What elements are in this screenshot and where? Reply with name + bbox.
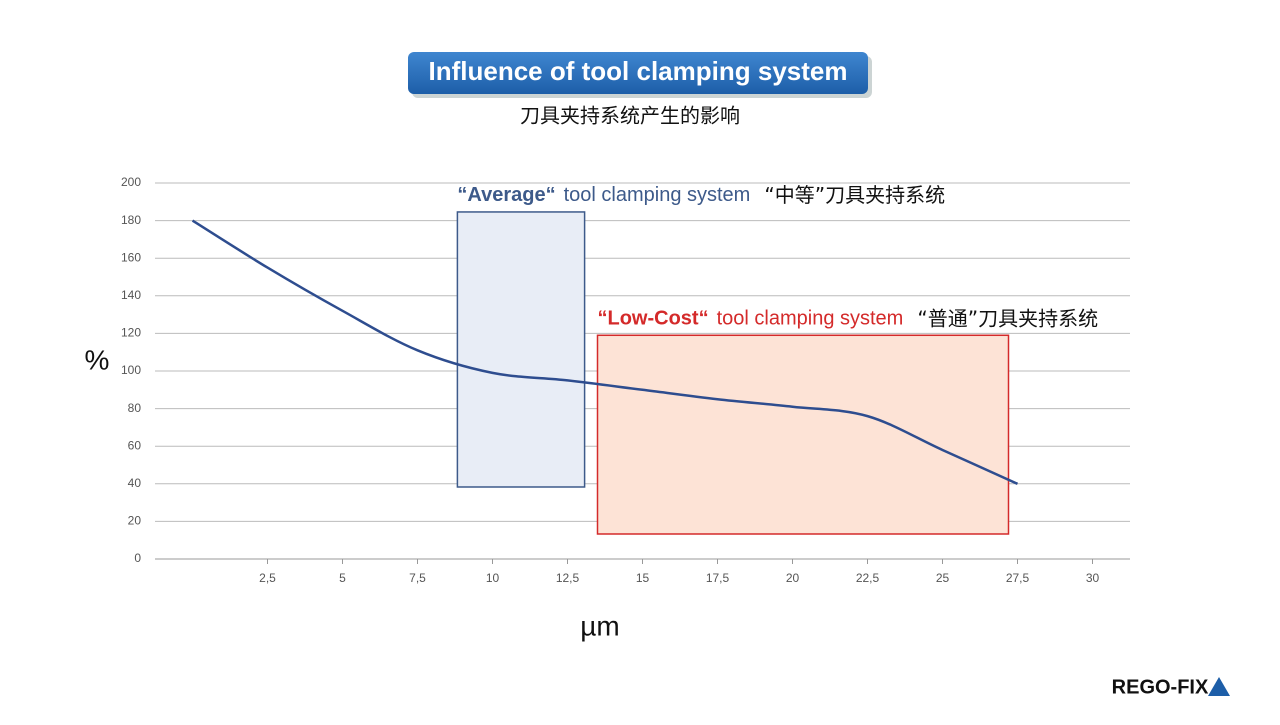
y-axis-label: %: [85, 344, 110, 375]
region-chinese: “中等”刀具夹持系统: [764, 182, 945, 206]
x-tick-label: 7,5: [409, 571, 426, 585]
y-tick-label: 60: [128, 438, 142, 452]
x-tick-label: 20: [786, 571, 800, 585]
x-tick-label: 15: [636, 571, 650, 585]
logo: REGO-FIX: [1112, 676, 1209, 698]
region-emphasis: “Average“: [457, 184, 555, 206]
y-tick-label: 40: [128, 476, 142, 490]
y-tick-label: 100: [121, 363, 141, 377]
x-tick-label: 30: [1086, 571, 1100, 585]
logo-triangle: [1208, 677, 1230, 696]
y-tick-label: 20: [128, 514, 142, 528]
region-label: “Average“ tool clamping system “中等”刀具夹持系统: [457, 182, 945, 206]
x-tick-label: 25: [936, 571, 950, 585]
region-box: [456, 211, 586, 488]
x-tick-label: 17,5: [706, 571, 730, 585]
y-tick-label: 0: [134, 551, 141, 565]
y-tick-label: 200: [121, 175, 141, 189]
x-tick-label: 5: [339, 571, 346, 585]
region-text: tool clamping system: [564, 184, 751, 206]
y-tick-label: 80: [128, 401, 142, 415]
x-tick-label: 12,5: [556, 571, 580, 585]
y-tick-label: 160: [121, 250, 141, 264]
region-box: [596, 334, 1010, 535]
region-emphasis: “Low-Cost“: [598, 308, 709, 330]
banner: [408, 52, 868, 94]
chart-title: Influence of tool clamping system: [429, 56, 848, 86]
x-tick-label: 2,5: [259, 571, 276, 585]
region-text: tool clamping system: [717, 308, 904, 330]
x-tick-label: 10: [486, 571, 500, 585]
x-tick-label: 22,5: [856, 571, 880, 585]
x-axis-label: µm: [580, 610, 619, 641]
y-tick-label: 120: [121, 326, 141, 340]
subtitle: 刀具夹持系统产生的影响: [520, 104, 740, 128]
x-tick-label: 27,5: [1006, 571, 1030, 585]
y-tick-label: 180: [121, 213, 141, 227]
y-tick-label: 140: [121, 288, 141, 302]
region-chinese: “普通”刀具夹持系统: [917, 306, 1098, 330]
region-label: “Low-Cost“ tool clamping system “普通”刀具夹持系统: [598, 306, 1099, 330]
data-line: [191, 219, 1019, 485]
